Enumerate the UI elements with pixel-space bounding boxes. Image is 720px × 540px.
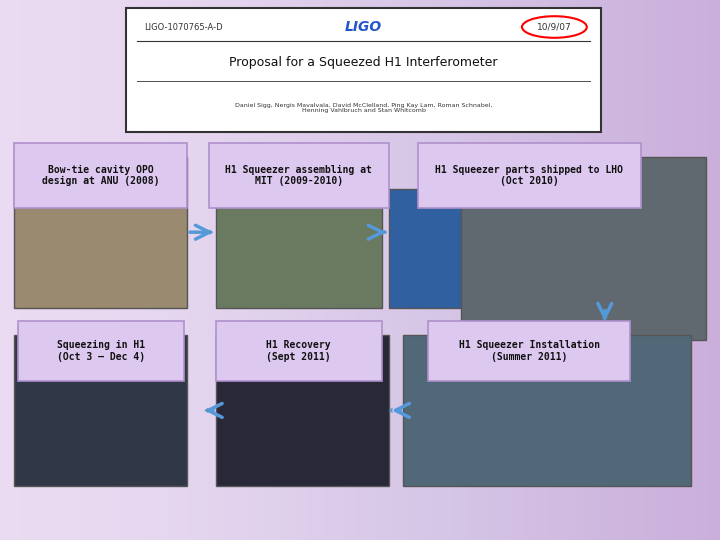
Text: Squeezing in H1
(Oct 3 – Dec 4): Squeezing in H1 (Oct 3 – Dec 4) (57, 340, 145, 362)
Bar (14, 157, 187, 308)
FancyBboxPatch shape (126, 8, 601, 132)
Text: LIGO: LIGO (345, 20, 382, 34)
FancyBboxPatch shape (216, 321, 382, 381)
FancyBboxPatch shape (14, 143, 187, 208)
Bar (216, 157, 382, 308)
Ellipse shape (522, 16, 587, 38)
Text: H1 Squeezer assembling at
MIT (2009-2010): H1 Squeezer assembling at MIT (2009-2010… (225, 165, 372, 186)
Bar (389, 189, 518, 308)
Text: Proposal for a Squeezed H1 Interferometer: Proposal for a Squeezed H1 Interferomete… (230, 56, 498, 69)
Text: H1 Squeezer Installation
(Summer 2011): H1 Squeezer Installation (Summer 2011) (459, 340, 600, 362)
Text: 10/9/07: 10/9/07 (537, 23, 572, 31)
FancyBboxPatch shape (209, 143, 389, 208)
Text: Bow-tie cavity OPO
design at ANU (2008): Bow-tie cavity OPO design at ANU (2008) (42, 165, 160, 186)
Text: LIGO-1070765-A-D: LIGO-1070765-A-D (144, 23, 222, 31)
Bar (216, 335, 389, 486)
FancyBboxPatch shape (418, 143, 641, 208)
Text: Daniel Sigg, Nergis Mavalvala, David McClelland, Ping Kay Lam, Roman Schnabel,
H: Daniel Sigg, Nergis Mavalvala, David McC… (235, 103, 492, 113)
Bar (461, 157, 706, 340)
FancyBboxPatch shape (428, 321, 630, 381)
Bar (403, 335, 691, 486)
FancyBboxPatch shape (18, 321, 184, 381)
Text: H1 Recovery
(Sept 2011): H1 Recovery (Sept 2011) (266, 340, 331, 362)
Bar (14, 335, 187, 486)
Text: H1 Squeezer parts shipped to LHO
(Oct 2010): H1 Squeezer parts shipped to LHO (Oct 20… (435, 165, 624, 186)
